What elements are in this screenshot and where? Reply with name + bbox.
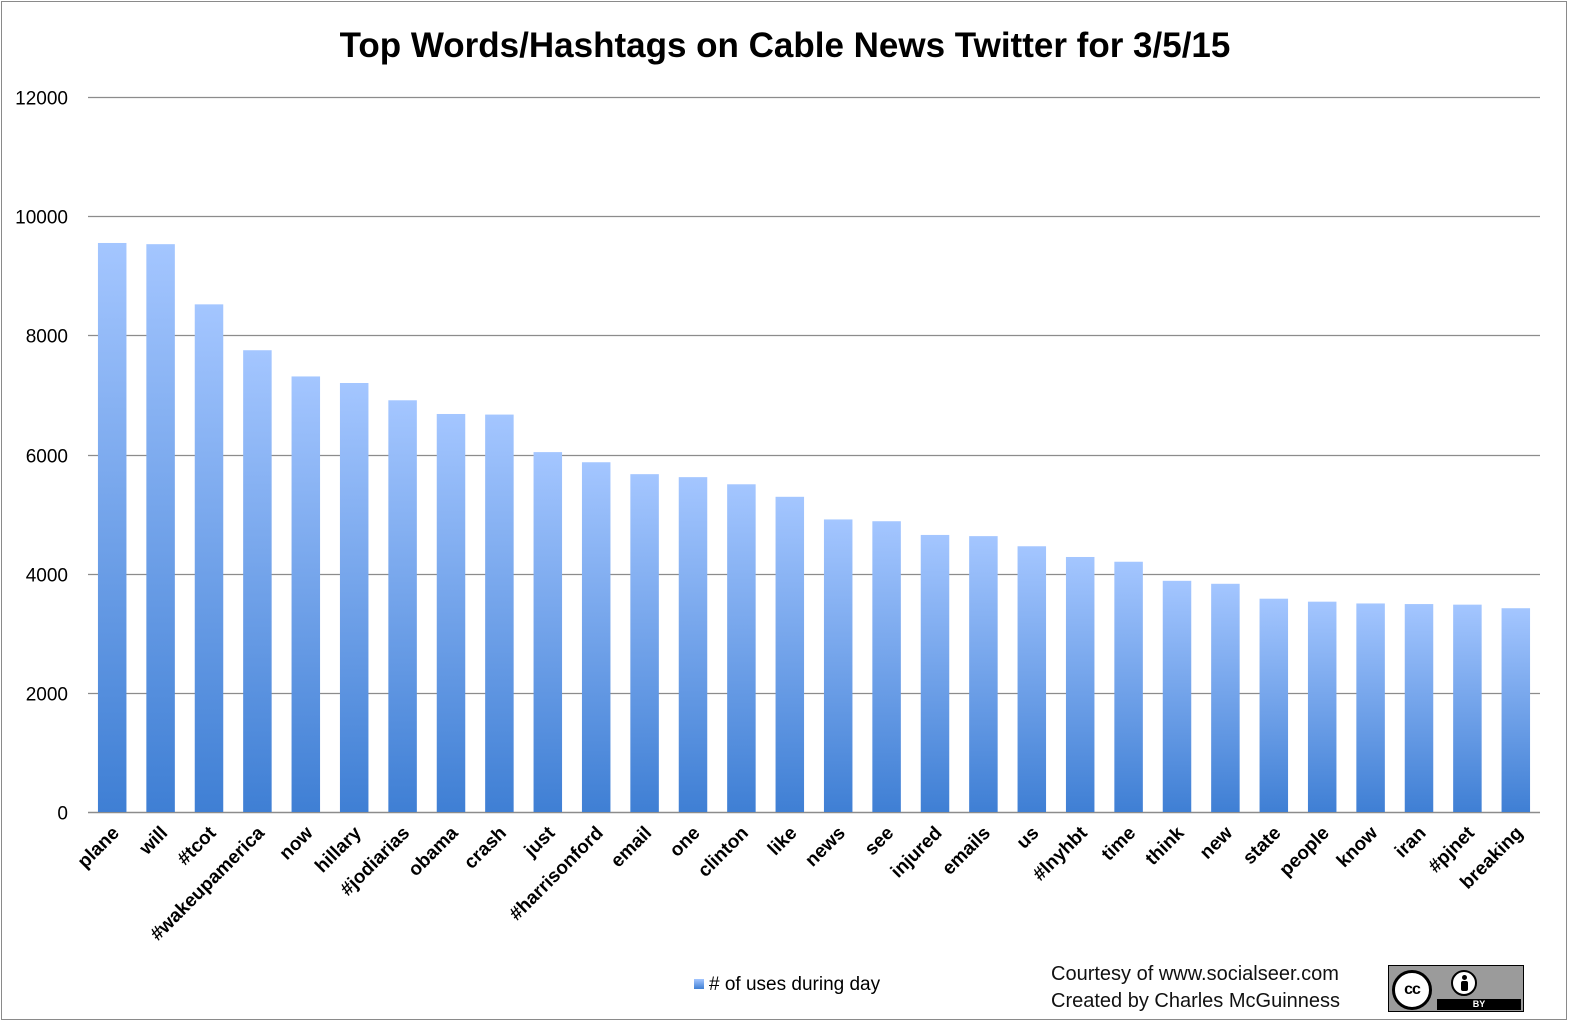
bar-one xyxy=(678,477,708,812)
bar-like xyxy=(775,496,805,812)
bar-state xyxy=(1259,598,1289,812)
attribution-person-icon xyxy=(1451,970,1477,996)
bar-know xyxy=(1356,603,1385,812)
x-tick-label: emails xyxy=(938,823,995,880)
credit-source: Courtesy of www.socialseer.com xyxy=(1051,963,1339,985)
bar-will xyxy=(146,244,175,812)
bar-see xyxy=(872,521,901,812)
x-tick-label: one xyxy=(666,823,705,862)
bar-us xyxy=(1017,546,1047,812)
bar-pjnet xyxy=(1453,604,1482,812)
bar-injured xyxy=(920,534,950,812)
bar-wakeupamerica xyxy=(243,350,272,812)
license-by-label: BY xyxy=(1437,999,1521,1010)
x-tick-label: plane xyxy=(74,823,124,873)
bar-think xyxy=(1162,580,1192,812)
x-tick-label: email xyxy=(607,823,656,872)
y-tick-label: 6000 xyxy=(26,447,68,468)
y-tick-label: 10000 xyxy=(15,208,68,229)
bar-time xyxy=(1114,561,1143,812)
bar-breaking xyxy=(1501,608,1531,812)
y-tick-label: 2000 xyxy=(26,685,68,706)
y-tick-label: 4000 xyxy=(26,566,68,587)
bar-clinton xyxy=(727,484,756,812)
x-tick-label: #lnyhbt xyxy=(1029,822,1092,885)
chart-title: Top Words/Hashtags on Cable News Twitter… xyxy=(339,26,1231,65)
x-tick-label: time xyxy=(1098,823,1140,865)
bar-obama xyxy=(436,413,466,812)
cc-logo-icon: cc xyxy=(1392,970,1432,1010)
credit-author: Created by Charles McGuinness xyxy=(1051,990,1341,1012)
bar-lnyhbt xyxy=(1065,556,1095,812)
y-tick-label: 12000 xyxy=(15,89,68,110)
legend: # of uses during day xyxy=(694,974,880,996)
bar-emails xyxy=(969,536,998,812)
x-tick-label: people xyxy=(1276,823,1334,881)
x-tick-label: crash xyxy=(460,823,511,874)
x-tick-label: new xyxy=(1196,823,1237,864)
bar-tcot xyxy=(194,304,224,812)
x-tick-label: will xyxy=(135,823,172,860)
bar-crash xyxy=(485,414,514,812)
x-tick-label: think xyxy=(1142,822,1189,869)
x-tick-label: just xyxy=(520,822,560,862)
x-tick-label: now xyxy=(276,823,318,865)
bar-news xyxy=(823,519,853,812)
legend-label: # of uses during day xyxy=(709,974,881,995)
x-tick-label: obama xyxy=(404,822,462,880)
bar-people xyxy=(1307,601,1337,812)
bar-hillary xyxy=(339,383,369,812)
bar-now xyxy=(291,376,321,812)
x-tick-label: like xyxy=(764,823,801,860)
x-tick-label: clinton xyxy=(694,823,753,882)
bar-plane xyxy=(97,242,127,812)
y-tick-label: 8000 xyxy=(26,327,68,348)
x-tick-label: news xyxy=(801,823,849,871)
x-tick-label: iran xyxy=(1391,823,1430,862)
x-tick-label: us xyxy=(1013,823,1044,854)
cc-by-license-badge: cc BY xyxy=(1388,965,1524,1012)
legend-swatch xyxy=(694,979,704,989)
y-tick-label: 0 xyxy=(57,804,68,825)
x-tick-label: see xyxy=(861,823,898,860)
bar-just xyxy=(533,452,563,812)
bar-jodiarias xyxy=(388,400,417,812)
bar-harrisonford xyxy=(581,462,611,812)
x-tick-label: injured xyxy=(887,823,947,883)
x-tick-label: know xyxy=(1333,823,1382,872)
bar-new xyxy=(1211,583,1240,812)
bar-iran xyxy=(1404,604,1434,812)
bar-email xyxy=(630,474,659,812)
